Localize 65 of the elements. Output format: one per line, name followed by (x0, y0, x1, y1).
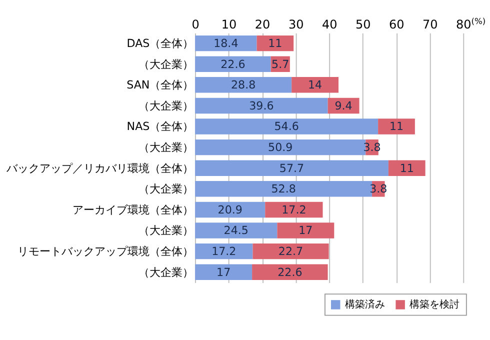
legend-label: 構築済み (344, 298, 385, 310)
data-label: 57.7 (279, 162, 304, 175)
bar (277, 222, 334, 238)
bar (256, 35, 294, 52)
x-tick-label: 20 (254, 18, 270, 32)
bar (292, 77, 339, 93)
bar (388, 160, 426, 176)
data-label: 11 (400, 162, 414, 175)
data-label: 17.2 (212, 245, 236, 258)
bar (195, 139, 366, 156)
x-tick-label: 60 (388, 18, 404, 32)
x-tick-label: 50 (355, 18, 371, 32)
y-tick-label: （大企業） (138, 58, 194, 71)
y-tick-label: （大企業） (138, 141, 194, 154)
x-tick-label: 70 (422, 18, 438, 32)
bar (195, 222, 278, 238)
bar (195, 243, 253, 260)
bar (195, 264, 252, 280)
bar (265, 202, 323, 218)
data-label: 22.7 (278, 245, 304, 258)
data-label: 17 (216, 266, 231, 279)
data-label: 22.6 (220, 58, 246, 71)
y-tick-label: DAS（全体） (126, 37, 194, 50)
data-label: 14 (308, 78, 322, 92)
bar (252, 243, 329, 260)
bar (195, 202, 266, 218)
data-label: 11 (389, 120, 404, 134)
data-label: 18.4 (214, 37, 238, 50)
bar (195, 181, 372, 197)
data-label: 20.9 (218, 203, 242, 216)
y-tick-label: バックアップ／リカバリ環境（全体） (6, 162, 194, 175)
y-tick-label: （大企業） (138, 224, 194, 238)
data-label: 22.6 (278, 266, 302, 279)
data-label: 9.4 (334, 99, 352, 112)
y-tick-label: （大企業） (138, 99, 194, 112)
x-tick-label: 0 (192, 18, 200, 32)
x-tick-label: 30 (288, 18, 304, 32)
data-label: 17 (298, 224, 313, 238)
x-axis-title: (%) (471, 16, 486, 26)
data-label: 54.6 (274, 120, 299, 134)
x-tick-label: 10 (221, 18, 237, 32)
data-label: 17.2 (282, 203, 306, 216)
bar (195, 98, 328, 114)
bar (195, 77, 292, 93)
bar (195, 160, 388, 176)
bar (378, 118, 415, 134)
data-label: 28.8 (231, 78, 256, 92)
x-tick-label: 80 (456, 18, 472, 32)
data-label: 5.7 (272, 58, 290, 71)
y-tick-label: アーカイブ環境（全体） (72, 203, 194, 216)
data-label: 50.9 (268, 141, 293, 154)
data-label: 11 (268, 37, 282, 50)
legend-label: 構築を検討 (410, 298, 460, 310)
y-tick-label: SAN（全体） (126, 78, 194, 92)
bar (252, 264, 328, 280)
x-tick-label: 40 (322, 18, 338, 32)
y-tick-label: （大企業） (138, 266, 194, 279)
data-label: 24.5 (224, 224, 248, 238)
bar (195, 118, 378, 134)
y-tick-label: （大企業） (138, 182, 194, 196)
data-label: 39.6 (249, 99, 274, 112)
bar (195, 56, 271, 72)
data-label: 52.8 (271, 182, 296, 196)
y-tick-label: リモートバックアップ環境（全体） (18, 245, 194, 258)
y-tick-label: NAS（全体） (126, 120, 194, 134)
